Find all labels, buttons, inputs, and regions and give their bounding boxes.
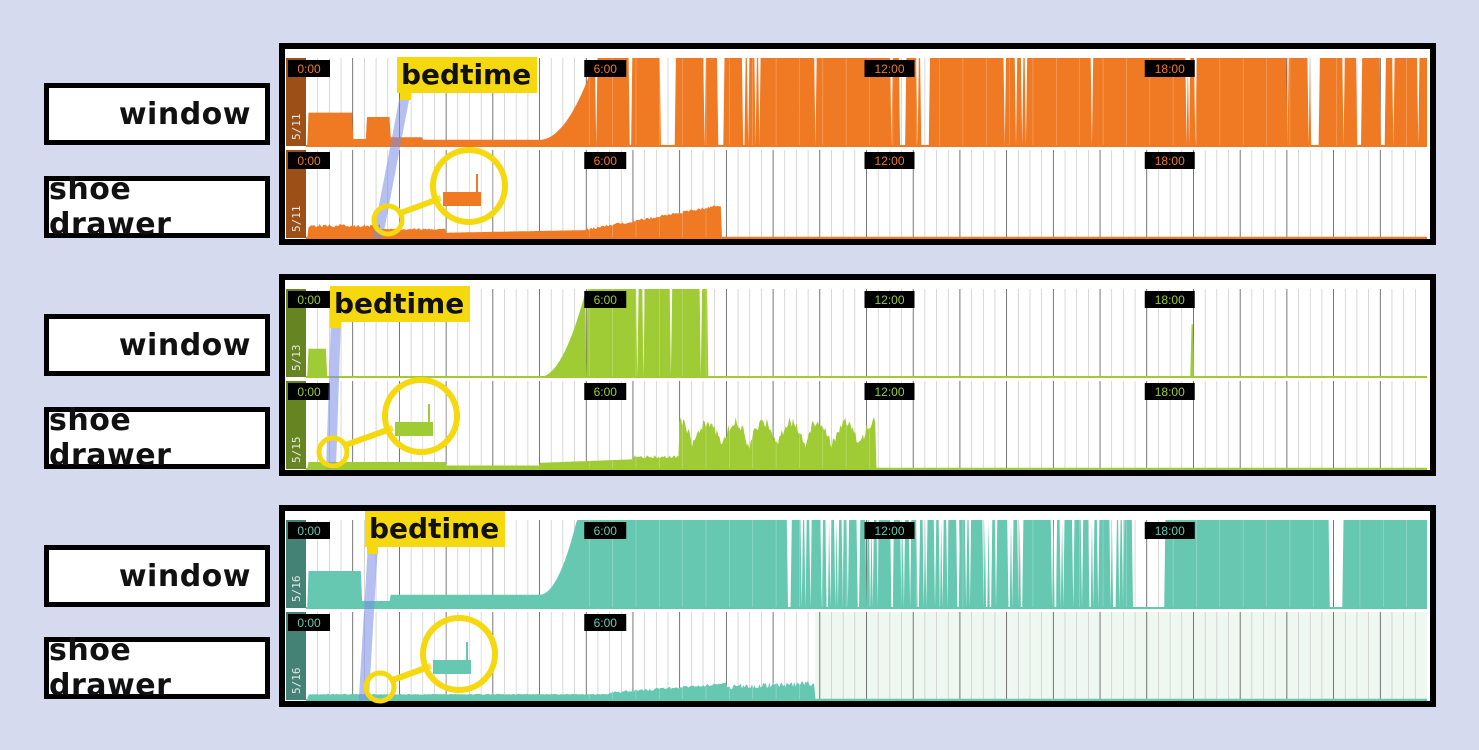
strip-1-shoe-drawer: 5/11 0:00 6:00 12:00 18:00 <box>286 150 1427 239</box>
svg-text:12:00: 12:00 <box>874 62 904 76</box>
signal-area <box>306 205 1427 238</box>
date-bar <box>286 381 306 469</box>
bedtime-connector-2 <box>326 318 341 469</box>
hour-tick-6-00: 6:00 <box>584 152 627 169</box>
shoe-drawer-label-3: shoe drawer <box>44 633 270 703</box>
hour-tick-0-00: 0:00 <box>288 614 330 631</box>
date-bar <box>286 612 306 700</box>
hour-tick-18-00: 18:00 <box>1144 60 1195 77</box>
hour-tick-0-00: 0:00 <box>288 291 330 308</box>
magnified-signal-3 <box>433 642 471 674</box>
date-bar <box>286 150 306 238</box>
shoe-drawer-label-1: shoe drawer <box>44 172 270 242</box>
hour-tick-6-00: 6:00 <box>584 383 627 400</box>
date-label: 5/16 <box>290 668 303 695</box>
svg-text:12:00: 12:00 <box>874 385 904 399</box>
svg-text:18:00: 18:00 <box>1155 385 1185 399</box>
magnifier-small-2 <box>316 435 350 469</box>
magnifier-small-3 <box>363 670 397 704</box>
signal-area <box>306 417 1427 469</box>
svg-text:18:00: 18:00 <box>1155 524 1185 538</box>
signal-area <box>306 681 1427 700</box>
hour-tick-18-00: 18:00 <box>1144 383 1195 400</box>
svg-text:0:00: 0:00 <box>297 293 321 307</box>
magnifier-handle-2 <box>341 425 395 449</box>
svg-text:6:00: 6:00 <box>594 385 618 399</box>
bedtime-tag-2: bedtime <box>330 286 471 322</box>
date-label: 5/11 <box>290 206 303 233</box>
window-label-1: window <box>44 83 270 145</box>
date-label: 5/13 <box>290 345 303 372</box>
hour-tick-6-00: 6:00 <box>584 614 627 631</box>
window-label-3: window <box>44 545 270 607</box>
hour-tick-6-00: 6:00 <box>584 522 627 539</box>
strip-1-window: 5/11 0:00 6:00 12:00 18:00 <box>286 58 1427 147</box>
hour-tick-12-00: 12:00 <box>864 152 915 169</box>
magnified-signal-2 <box>395 404 433 436</box>
svg-text:18:00: 18:00 <box>1155 62 1185 76</box>
magnifier-lens-1 <box>430 147 508 225</box>
date-label: 5/11 <box>290 114 303 141</box>
svg-text:6:00: 6:00 <box>594 616 618 630</box>
bedtime-tag-3: bedtime <box>365 511 506 547</box>
date-bar <box>286 58 306 146</box>
strip-2-shoe-drawer: 5/15 0:00 6:00 12:00 18:00 <box>286 381 1427 470</box>
hour-tick-18-00: 18:00 <box>1144 522 1195 539</box>
hour-tick-18-00: 18:00 <box>1144 291 1195 308</box>
hour-tick-12-00: 12:00 <box>864 383 915 400</box>
svg-text:0:00: 0:00 <box>297 616 321 630</box>
hour-tick-6-00: 6:00 <box>584 291 627 308</box>
svg-text:6:00: 6:00 <box>594 154 618 168</box>
svg-text:6:00: 6:00 <box>594 524 618 538</box>
svg-text:12:00: 12:00 <box>874 154 904 168</box>
window-label-2: window <box>44 314 270 376</box>
hour-tick-0-00: 0:00 <box>288 522 330 539</box>
strip-3-shoe-drawer: 5/16 0:00 6:00 <box>286 612 1427 701</box>
signal-area <box>306 58 1427 146</box>
svg-text:0:00: 0:00 <box>297 154 321 168</box>
magnifier-lens-2 <box>382 377 460 455</box>
svg-text:0:00: 0:00 <box>297 524 321 538</box>
date-label: 5/16 <box>290 576 303 603</box>
hour-tick-18-00: 18:00 <box>1144 152 1195 169</box>
hour-tick-0-00: 0:00 <box>288 60 330 77</box>
magnified-signal-1 <box>443 174 481 206</box>
hour-tick-6-00: 6:00 <box>584 60 627 77</box>
bedtime-tag-1: bedtime <box>397 57 538 93</box>
shoe-drawer-label-2: shoe drawer <box>44 403 270 473</box>
svg-text:6:00: 6:00 <box>594 62 618 76</box>
hour-tick-0-00: 0:00 <box>288 152 330 169</box>
date-bar <box>286 520 306 608</box>
hour-tick-12-00: 12:00 <box>864 60 915 77</box>
bedtime-connector-1 <box>372 90 411 238</box>
svg-text:18:00: 18:00 <box>1155 154 1185 168</box>
svg-text:18:00: 18:00 <box>1155 293 1185 307</box>
signal-area <box>306 520 1427 608</box>
no-data-region <box>815 612 1427 700</box>
bedtime-connector-3 <box>358 544 378 700</box>
hour-tick-12-00: 12:00 <box>864 522 915 539</box>
svg-text:12:00: 12:00 <box>874 293 904 307</box>
strip-3-window: 5/16 0:00 6:00 12:00 18:00 <box>286 520 1427 609</box>
date-label: 5/15 <box>290 437 303 464</box>
hour-tick-0-00: 0:00 <box>288 383 330 400</box>
hour-tick-12-00: 12:00 <box>864 291 915 308</box>
svg-text:6:00: 6:00 <box>594 293 618 307</box>
magnifier-lens-3 <box>420 615 498 693</box>
chart-panel-2 <box>279 274 1436 476</box>
magnifier-small-1 <box>371 203 405 237</box>
date-bar <box>286 289 306 377</box>
svg-text:0:00: 0:00 <box>297 62 321 76</box>
svg-text:0:00: 0:00 <box>297 385 321 399</box>
svg-text:12:00: 12:00 <box>874 524 904 538</box>
